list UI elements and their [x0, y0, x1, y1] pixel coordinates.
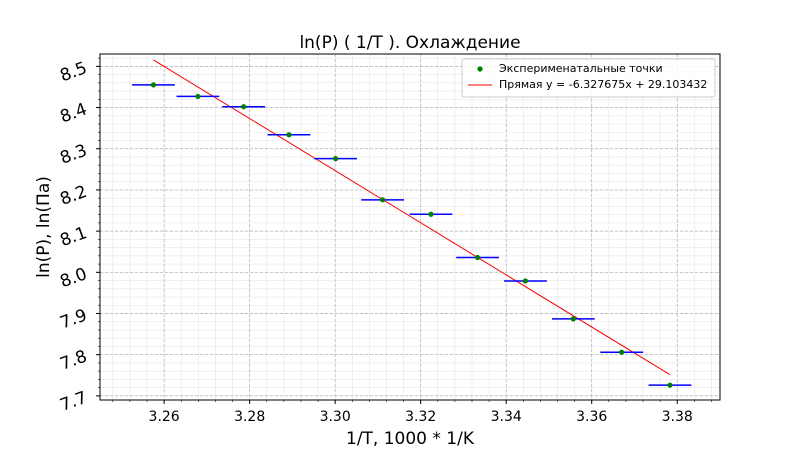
fit-line-layer [153, 59, 671, 376]
data-point [522, 278, 529, 284]
data-point [570, 316, 576, 322]
x-tick-label: 3.28 [234, 409, 265, 425]
legend-box [461, 58, 716, 98]
legend-label-line: Прямая y = -6.327675x + 29.103432 [499, 78, 707, 91]
y-axis-label: ln(P), ln(Па) [34, 176, 54, 278]
data-point [150, 82, 157, 88]
grid [100, 54, 720, 400]
x-tick-label: 3.36 [576, 409, 607, 425]
x-tick-label: 3.30 [320, 409, 351, 425]
legend-label-points: Эксперименатальные точки [499, 62, 663, 75]
plot-frame [99, 53, 721, 401]
points-layer [150, 82, 673, 388]
data-point [380, 197, 386, 203]
x-tick-label: 3.26 [149, 409, 180, 425]
fit-line [153, 59, 671, 376]
x-axis-label: 1/T, 1000 * 1/K [346, 429, 475, 449]
chart-title: ln(P) ( 1/T ). Охлаждение [299, 33, 520, 53]
data-point [428, 211, 434, 217]
x-axis-ticks: 3.26 3.28 3.30 3.32 3.34 3.36 3.38 [112, 400, 712, 425]
data-point [474, 254, 481, 261]
legend-marker-points [477, 66, 483, 72]
data-point [619, 349, 625, 355]
x-tick-label: 3.38 [662, 409, 693, 425]
x-tick-label: 3.34 [491, 409, 522, 425]
data-point [286, 132, 292, 138]
data-point [333, 156, 339, 162]
x-tick-label: 3.32 [405, 409, 436, 425]
data-point [241, 104, 247, 110]
data-point [667, 382, 673, 388]
legend: Эксперименатальные точки Прямая y = -6.3… [461, 58, 716, 98]
data-point [195, 93, 201, 100]
